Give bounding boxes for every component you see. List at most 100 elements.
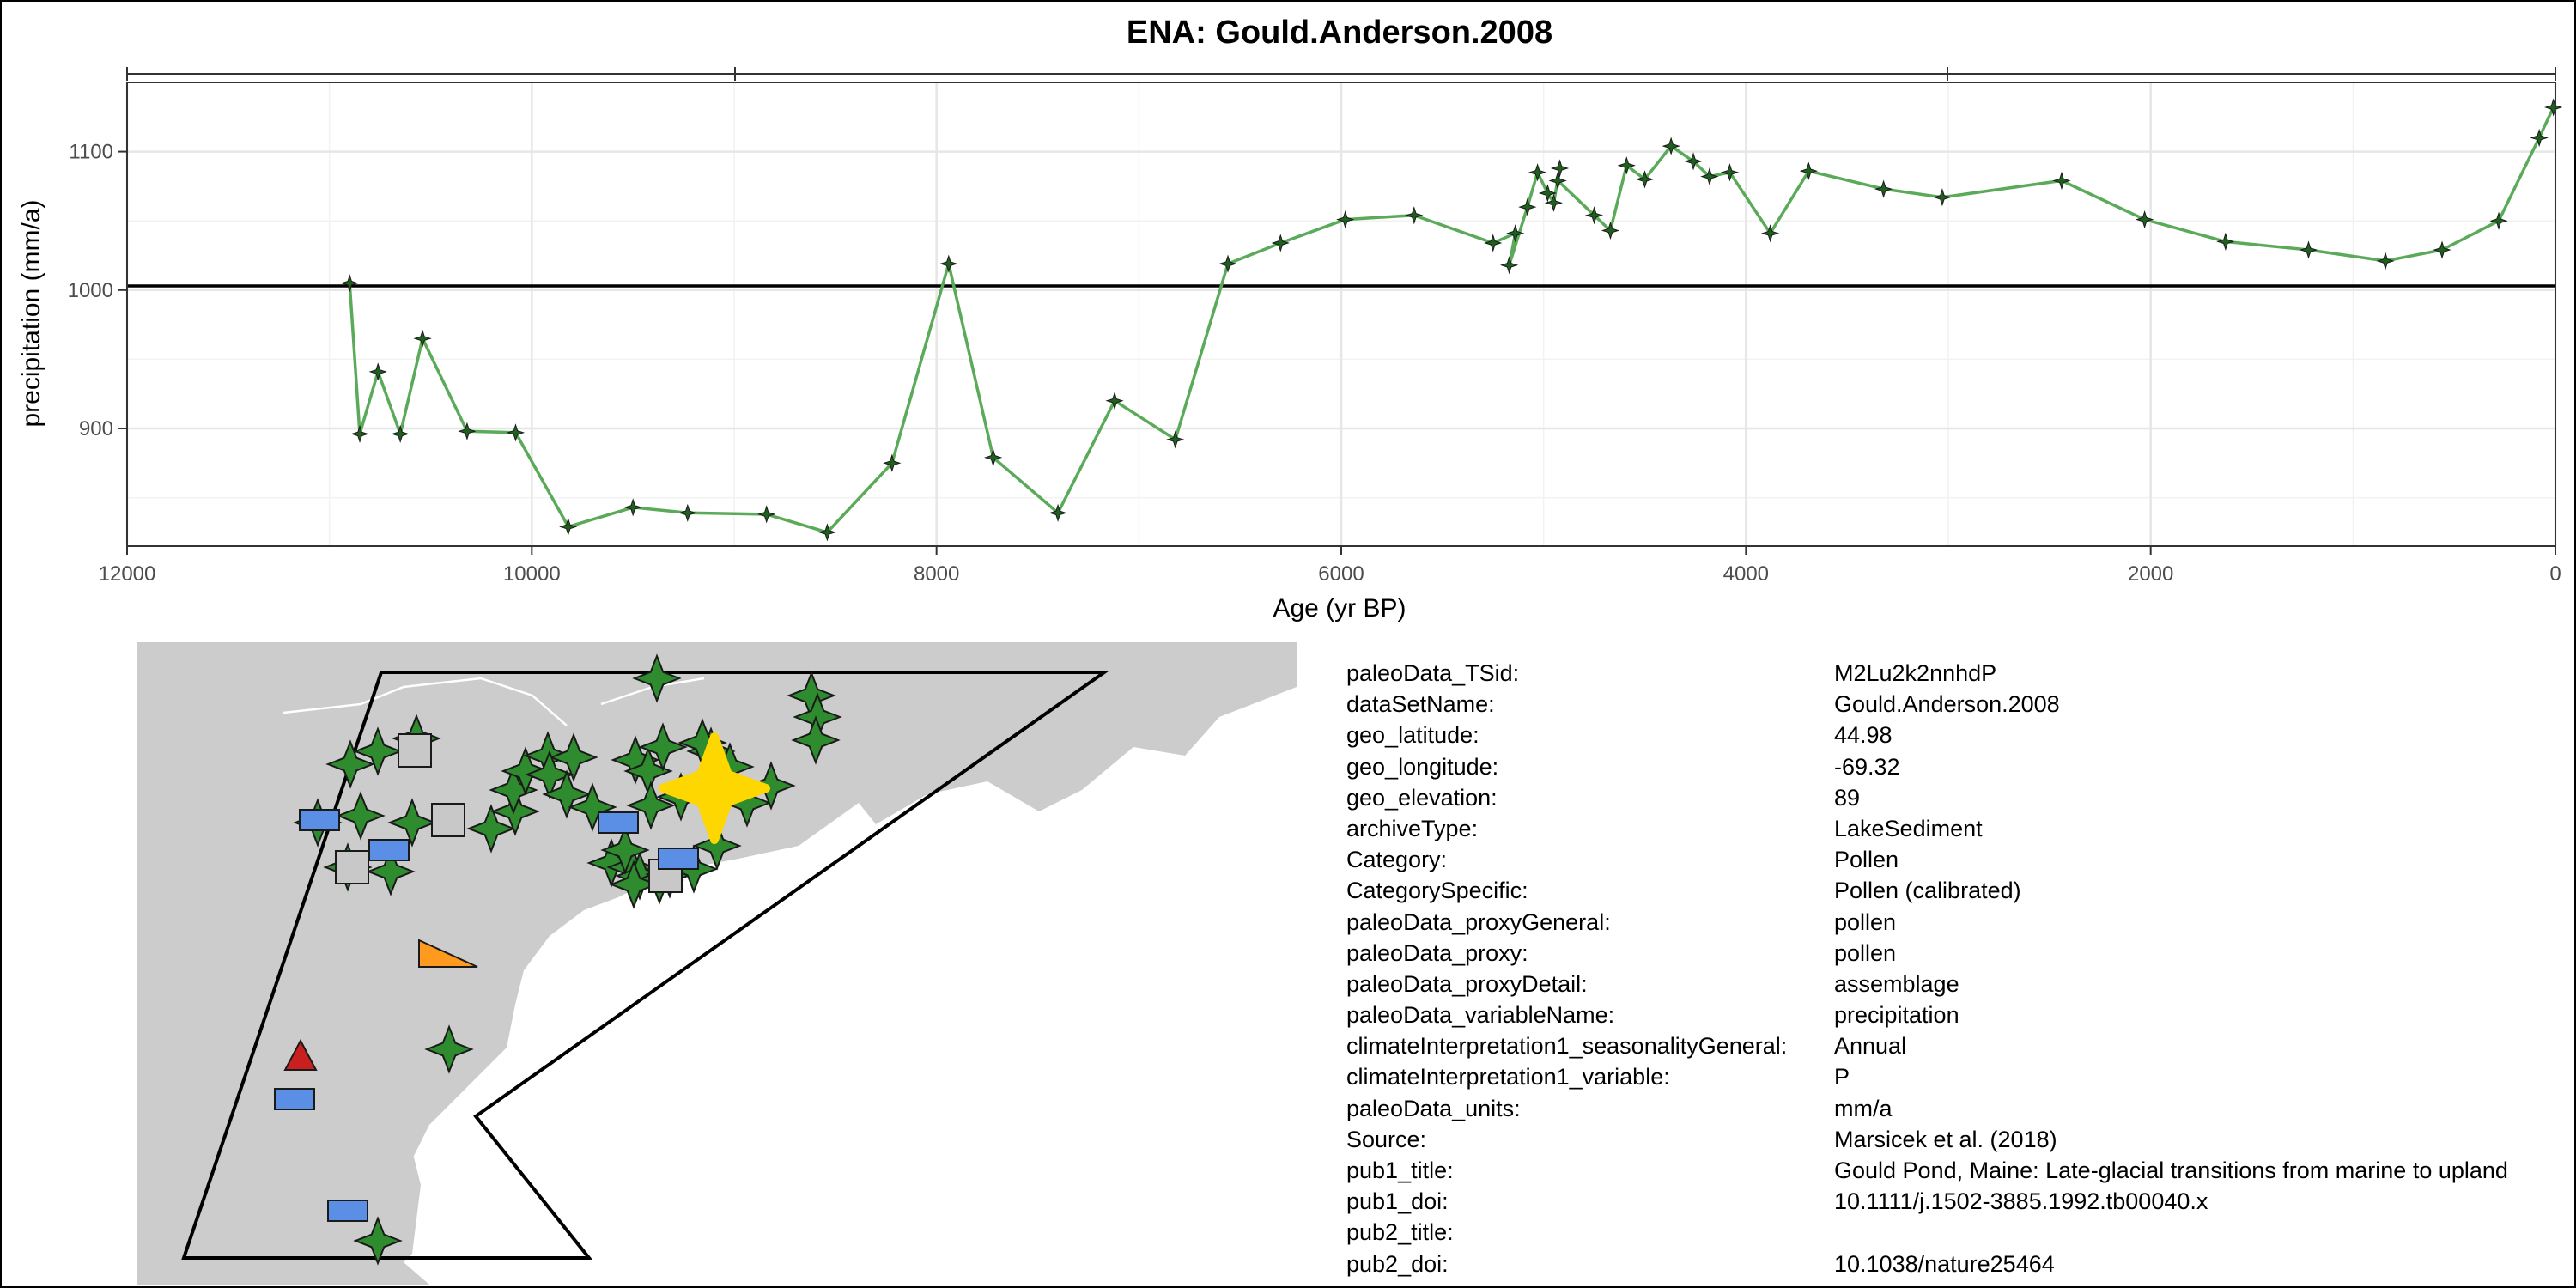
metadata-key: climateInterpretation1_seasonalityGenera… — [1346, 1033, 1788, 1060]
region-outline — [181, 671, 1110, 1260]
data-point — [678, 503, 697, 522]
site-square-marker — [431, 803, 465, 837]
metadata-value: Pollen — [1834, 847, 1899, 873]
metadata-value: 10.1111/j.1502-3885.1992.tb00040.x — [1834, 1188, 2208, 1215]
site-rect-marker — [299, 809, 340, 831]
data-point — [2544, 98, 2563, 117]
data-point — [2489, 211, 2508, 230]
metadata-key: pub1_doi: — [1346, 1188, 1449, 1215]
pollen-site-marker — [336, 791, 386, 841]
data-point — [1048, 503, 1067, 522]
metadata-key: geo_elevation: — [1346, 784, 1498, 811]
metadata-value: 44.98 — [1834, 722, 1893, 749]
data-point — [1271, 234, 1290, 252]
metadata-value: -69.32 — [1834, 753, 1900, 780]
metadata-key: Source: — [1346, 1126, 1427, 1152]
data-point — [1684, 152, 1703, 171]
data-point — [939, 254, 958, 273]
metadata-value: 89 — [1834, 784, 1861, 811]
site-square-marker — [335, 850, 369, 884]
data-point — [1617, 156, 1636, 175]
metadata-key: paleoData_TSid: — [1346, 660, 1520, 686]
data-point — [2299, 240, 2318, 259]
x-tick-label: 12000 — [99, 562, 156, 586]
site-square-marker — [398, 733, 432, 768]
metadata-value: precipitation — [1834, 1002, 1959, 1029]
site-map — [137, 642, 1297, 1285]
pollen-site-marker — [366, 847, 416, 896]
site-triangle-red-marker — [283, 1038, 318, 1071]
data-point — [1105, 392, 1124, 410]
data-point — [817, 523, 837, 542]
data-point — [757, 505, 776, 524]
metadata-key: dataSetName: — [1346, 691, 1495, 718]
land-area — [137, 642, 1297, 1285]
metadata-key: archiveType: — [1346, 815, 1479, 841]
plot-area: 12000 10000 8000 6000 4000 2000 0 900 1000 1100 — [68, 67, 2563, 586]
data-point — [1499, 256, 1519, 275]
data-point — [506, 423, 526, 442]
series-line — [348, 106, 2555, 534]
highlighted-site-marker — [659, 732, 770, 844]
data-point — [1218, 254, 1237, 273]
metadata-key: CategorySpecific: — [1346, 878, 1528, 904]
data-point — [559, 517, 578, 537]
metadata-value: pollen — [1834, 939, 1897, 966]
metadata-key: paleoData_proxyGeneral: — [1346, 908, 1611, 935]
data-point — [2135, 210, 2154, 229]
metadata-value: M2Lu2k2nnhdP — [1834, 660, 1997, 686]
data-point — [1700, 167, 1719, 186]
data-point — [623, 498, 642, 517]
data-point — [1336, 210, 1355, 229]
data-point — [391, 424, 410, 444]
metadata-value: Gould Pond, Maine: Late-glacial transiti… — [1834, 1157, 2508, 1183]
data-point — [350, 424, 369, 444]
pollen-site-marker — [424, 1024, 474, 1074]
metadata-value: P — [1834, 1064, 1850, 1091]
data-point — [1874, 179, 1893, 198]
data-point — [1544, 193, 1564, 212]
metadata-key: geo_latitude: — [1346, 722, 1479, 749]
data-point — [1166, 430, 1185, 449]
metadata-key: paleoData_variableName: — [1346, 1002, 1615, 1029]
pollen-site-marker — [549, 732, 598, 782]
metadata-key: paleoData_proxyDetail: — [1346, 970, 1588, 997]
data-point — [368, 362, 387, 381]
metadata-key: pub2_doi: — [1346, 1250, 1449, 1277]
metadata-value: pollen — [1834, 908, 1897, 935]
data-point — [1538, 184, 1558, 203]
metadata-value: assemblage — [1834, 970, 1959, 997]
pollen-site-marker — [568, 782, 617, 832]
metadata-value: 10.1038/nature25464 — [1834, 1250, 2055, 1277]
data-point — [1550, 159, 1570, 178]
pollen-site-marker — [542, 769, 592, 819]
data-point — [2052, 171, 2071, 191]
pollen-site-marker — [353, 1216, 403, 1266]
x-tick-label: 6000 — [1318, 562, 1364, 586]
site-rect-marker — [368, 839, 410, 861]
data-point — [2376, 252, 2395, 270]
pollen-site-marker — [600, 825, 650, 875]
pollen-site-marker — [501, 746, 550, 796]
data-point — [1548, 171, 1567, 191]
data-point — [1506, 224, 1525, 243]
data-point — [2433, 240, 2451, 259]
pollen-site-marker — [626, 781, 676, 830]
metadata-key: climateInterpretation1_variable: — [1346, 1064, 1670, 1091]
pollen-site-marker — [791, 715, 841, 765]
chart-title: ENA: Gould.Anderson.2008 — [1127, 15, 1552, 51]
data-point — [2216, 232, 2235, 251]
pollen-site-marker — [490, 787, 540, 836]
data-point — [1933, 188, 1952, 207]
x-tick-label: 4000 — [1723, 562, 1769, 586]
metadata-value: Annual — [1834, 1033, 1907, 1060]
y-tick-label: 900 — [79, 417, 113, 440]
metadata-key: pub2_title: — [1346, 1219, 1454, 1246]
metadata-value: LakeSediment — [1834, 815, 1983, 841]
site-rect-marker — [274, 1088, 315, 1110]
pollen-site-marker — [466, 804, 516, 854]
metadata-value: Pollen (calibrated) — [1834, 878, 2021, 904]
site-rect-marker — [658, 848, 699, 870]
data-point — [458, 422, 477, 440]
